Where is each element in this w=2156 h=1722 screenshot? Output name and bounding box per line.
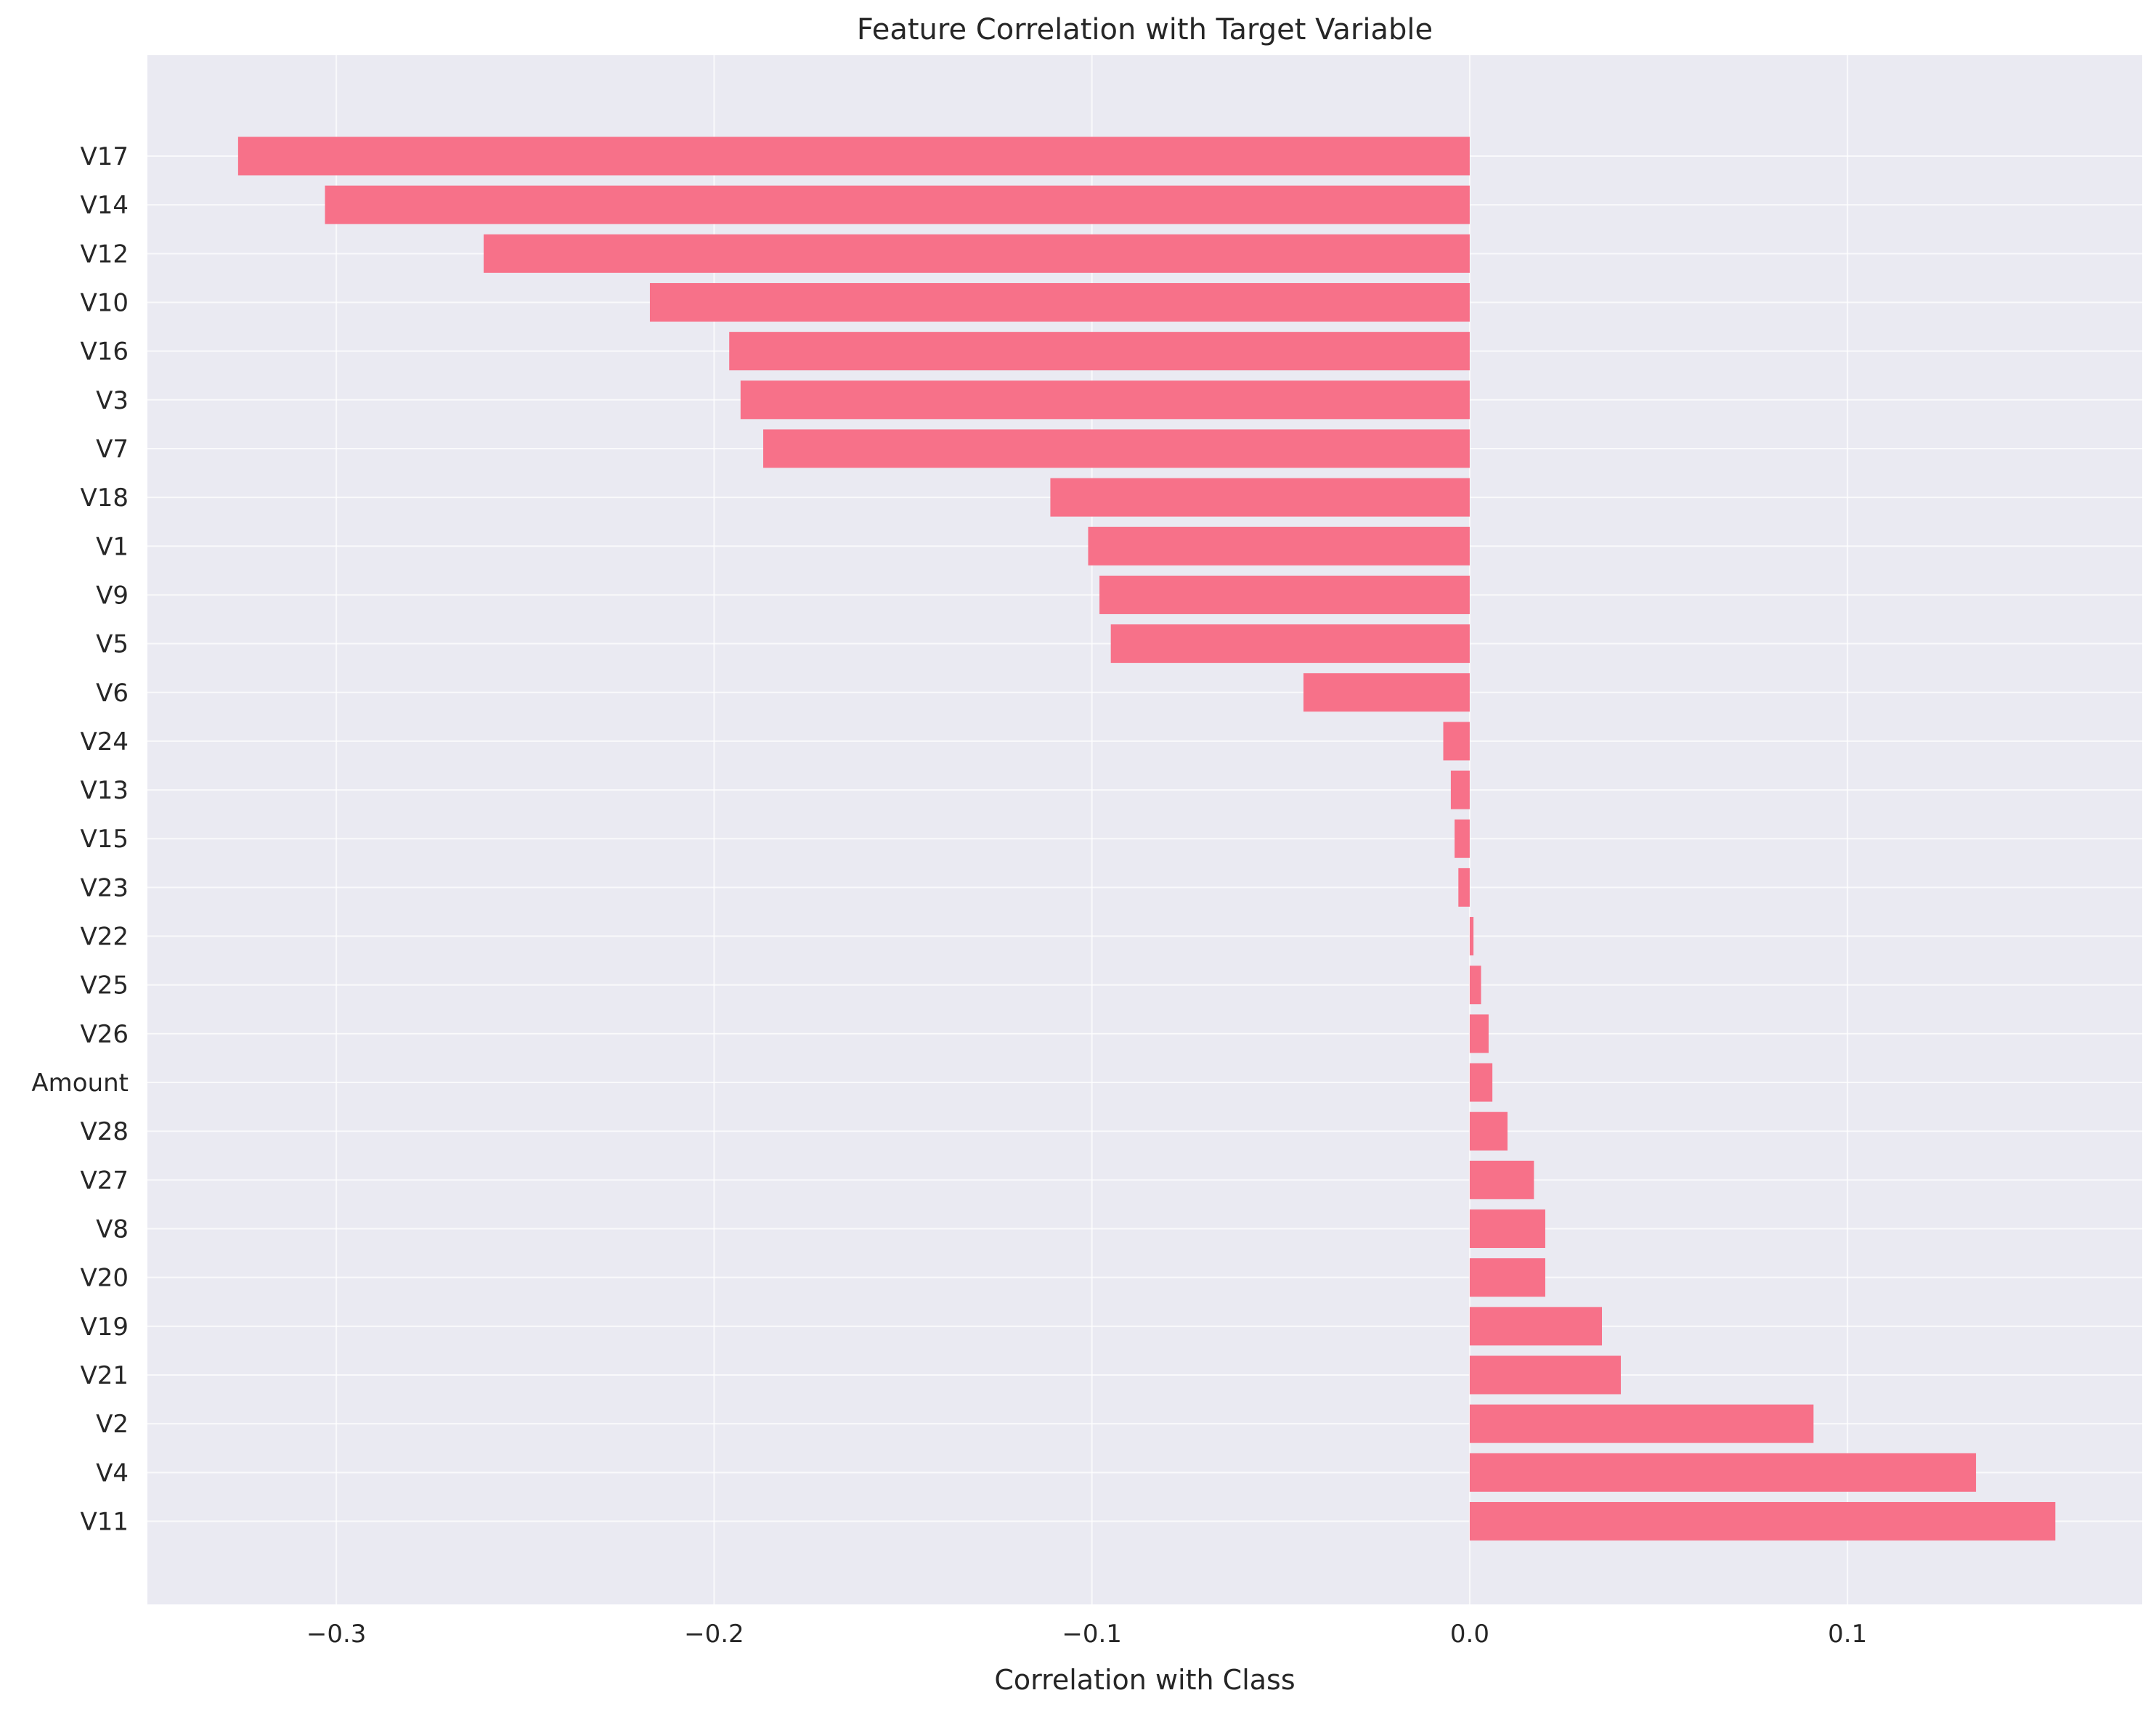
y-tick-label: V12 <box>80 240 129 269</box>
y-tick-label: V2 <box>96 1410 129 1439</box>
x-axis-label: Correlation with Class <box>994 1664 1295 1696</box>
y-tick-label: V17 <box>80 142 129 171</box>
y-tick-label: Amount <box>31 1069 129 1098</box>
x-tick-label: −0.2 <box>684 1620 744 1649</box>
bars <box>237 136 2056 1541</box>
bar-v17 <box>237 136 1470 176</box>
y-tick-label: V1 <box>96 532 129 561</box>
y-tick-label: V18 <box>80 483 129 513</box>
y-tick-label: V19 <box>80 1313 129 1342</box>
bar-v4 <box>1469 1453 1977 1492</box>
bar-v12 <box>484 234 1470 273</box>
bar-v6 <box>1303 673 1470 712</box>
bar-v26 <box>1469 1014 1489 1053</box>
y-tick-label: V22 <box>80 923 129 952</box>
x-tick-label: −0.1 <box>1062 1620 1122 1649</box>
bar-v2 <box>1469 1404 1814 1443</box>
bar-v28 <box>1469 1111 1508 1151</box>
y-tick-label: V4 <box>96 1458 129 1488</box>
bar-v19 <box>1469 1307 1603 1346</box>
y-tick-label: V21 <box>80 1361 129 1390</box>
x-tick-label: −0.3 <box>306 1620 367 1649</box>
bar-v15 <box>1455 819 1470 858</box>
bar-v14 <box>325 185 1470 224</box>
y-tick-label: V24 <box>80 727 129 756</box>
bar-v18 <box>1050 478 1470 517</box>
y-tick-label: V25 <box>80 971 129 1000</box>
bar-v3 <box>740 380 1470 420</box>
bar-v7 <box>763 429 1470 468</box>
bar-v11 <box>1469 1501 2056 1541</box>
y-tick-label: V23 <box>80 873 129 902</box>
y-tick-label: V5 <box>96 630 129 659</box>
bar-v1 <box>1088 526 1470 566</box>
y-tick-label: V6 <box>96 679 129 708</box>
y-tick-label: V27 <box>80 1166 129 1195</box>
y-tick-label: V3 <box>96 386 129 415</box>
y-tick-label: V9 <box>96 581 129 610</box>
bar-v8 <box>1469 1209 1545 1249</box>
y-tick-label: V16 <box>80 338 129 367</box>
y-tick-label: V20 <box>80 1264 129 1293</box>
bar-v20 <box>1469 1258 1545 1297</box>
bar-amount <box>1469 1063 1493 1102</box>
y-tick-label: V11 <box>80 1507 129 1536</box>
bar-v16 <box>729 332 1470 371</box>
y-tick-label: V7 <box>96 435 129 464</box>
y-tick-label: V10 <box>80 288 129 317</box>
x-tick-labels: −0.3 −0.2 −0.1 0.0 0.1 <box>306 1620 1867 1649</box>
bar-v5 <box>1110 624 1470 664</box>
y-tick-label: V15 <box>80 825 129 854</box>
y-tick-labels: V17 V14 V12 V10 V16 V3 V7 V18 V1 V9 V5 V6 V24 V13 V15 V… <box>31 142 129 1536</box>
bar-v21 <box>1469 1355 1622 1395</box>
x-tick-label: 0.0 <box>1450 1620 1489 1649</box>
bar-v22 <box>1469 917 1474 956</box>
bar-v27 <box>1469 1160 1534 1199</box>
chart-title: Feature Correlation with Target Variable <box>857 13 1433 46</box>
bar-v25 <box>1469 966 1481 1005</box>
bar-v13 <box>1450 770 1470 809</box>
bar-v24 <box>1443 722 1470 761</box>
y-tick-label: V26 <box>80 1020 129 1049</box>
y-tick-label: V8 <box>96 1215 129 1244</box>
y-tick-label: V13 <box>80 776 129 805</box>
bar-v23 <box>1458 868 1470 907</box>
bar-v9 <box>1099 575 1470 614</box>
y-tick-label: V14 <box>80 191 129 220</box>
x-tick-label: 0.1 <box>1828 1620 1867 1649</box>
bar-v10 <box>649 282 1470 322</box>
y-tick-label: V28 <box>80 1117 129 1146</box>
